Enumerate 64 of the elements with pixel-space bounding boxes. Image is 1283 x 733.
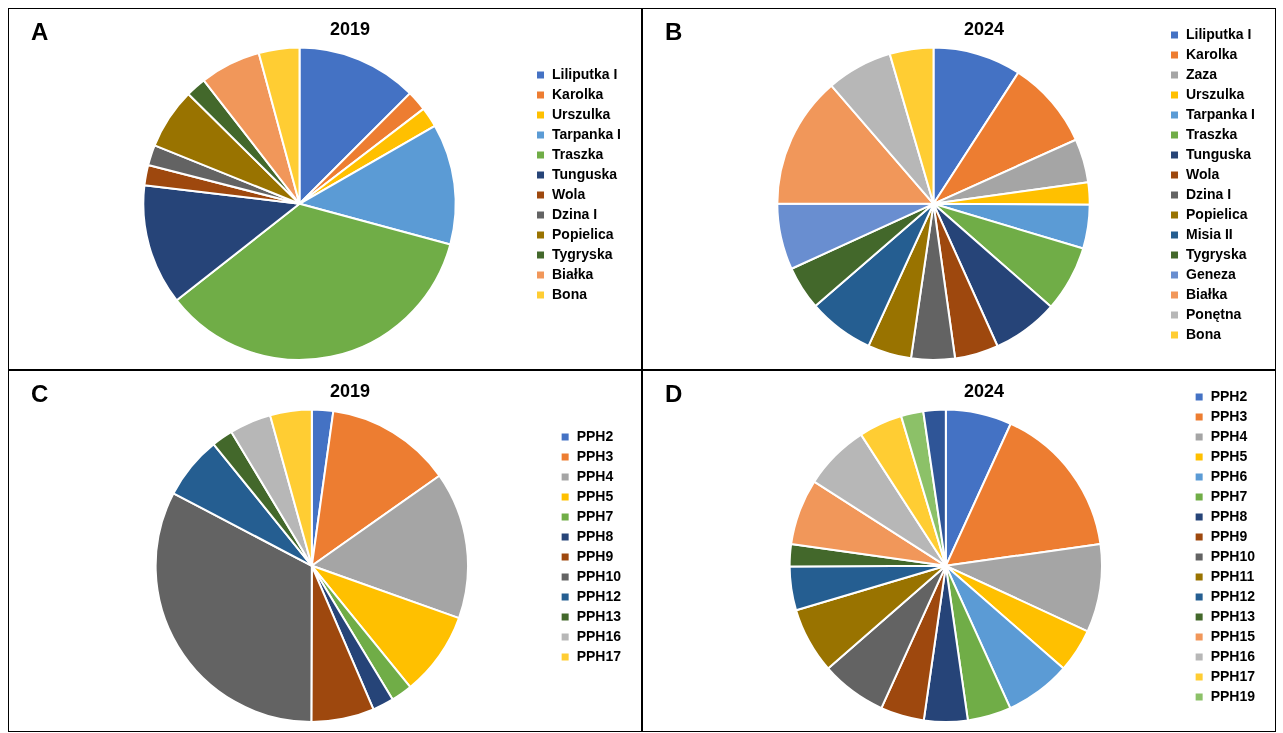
legend-label: PPH16 [1210, 647, 1256, 664]
legend-label: PPH16 [576, 627, 622, 644]
legend-label: PPH10 [1210, 547, 1256, 564]
legend-label: PPH2 [576, 427, 614, 444]
legend-label: Wola [552, 185, 586, 202]
legend-label: PPH12 [1210, 587, 1256, 604]
legend-label: PPH10 [576, 567, 622, 584]
legend-label: Bona [1186, 325, 1222, 342]
legend-label: PPH7 [576, 507, 614, 524]
legend-label: PPH5 [1210, 447, 1248, 464]
legend-label: Karolka [1186, 45, 1238, 62]
legend-label: Geneza [1186, 265, 1237, 282]
legend-label: Białka [552, 265, 594, 282]
legend-label: PPH3 [1210, 407, 1248, 424]
legend-label: Tygryska [552, 245, 613, 262]
chart-title: 2024 [963, 380, 1005, 401]
legend-label: PPH12 [576, 587, 622, 604]
legend-label: Popielica [552, 225, 614, 242]
legend-label: PPH9 [576, 547, 614, 564]
text: D [665, 379, 683, 407]
legend-label: Tarpanka I [1186, 105, 1256, 122]
legend-label: Misia II [1186, 225, 1233, 242]
legend-label: PPH7 [1210, 487, 1248, 504]
legend-label: Wola [1186, 165, 1220, 182]
legend-label: Traszka [552, 145, 604, 162]
legend-label: PPH13 [576, 607, 622, 624]
text: A [31, 17, 49, 45]
legend-label: PPH9 [1210, 527, 1248, 544]
legend-label: PPH2 [1210, 387, 1248, 404]
legend-label: Dzina I [552, 205, 598, 222]
legend-label: Dzina I [1186, 185, 1232, 202]
legend-label: Karolka [552, 85, 604, 102]
legend-label: Zaza [1186, 65, 1218, 82]
legend-label: PPH4 [1210, 427, 1248, 444]
legend-label: Traszka [1186, 125, 1238, 142]
legend-label: Ponętna [1186, 305, 1242, 322]
legend-label: Liliputka I [1186, 25, 1252, 42]
legend-label: PPH19 [1210, 687, 1256, 704]
legend-label: PPH5 [576, 487, 614, 504]
legend-label: PPH8 [1210, 507, 1248, 524]
chart-title: 2024 [963, 18, 1005, 39]
legend-label: PPH15 [1210, 627, 1256, 644]
legend-label: PPH13 [1210, 607, 1256, 624]
legend-label: PPH6 [1210, 467, 1248, 484]
text: C [31, 379, 49, 407]
legend-label: Bona [552, 285, 588, 302]
legend-label: Liliputka I [552, 65, 618, 82]
legend-label: PPH17 [576, 647, 622, 664]
legend-label: Białka [1186, 285, 1228, 302]
legend-label: Tarpanka I [552, 125, 622, 142]
legend-label: Tunguska [1186, 145, 1252, 162]
legend-label: PPH11 [1210, 567, 1255, 584]
legend-label: Popielica [1186, 205, 1248, 222]
legend-label: PPH8 [576, 527, 614, 544]
legend-label: Tygryska [1186, 245, 1247, 262]
legend-label: PPH17 [1210, 667, 1256, 684]
legend-label: PPH4 [576, 467, 614, 484]
chart-title: 2019 [329, 18, 371, 39]
legend-label: Urszulka [1186, 85, 1245, 102]
text: B [665, 17, 683, 45]
chart-title: 2019 [329, 380, 371, 401]
legend-label: Tunguska [552, 165, 618, 182]
legend-label: Urszulka [552, 105, 611, 122]
legend-label: PPH3 [576, 447, 614, 464]
